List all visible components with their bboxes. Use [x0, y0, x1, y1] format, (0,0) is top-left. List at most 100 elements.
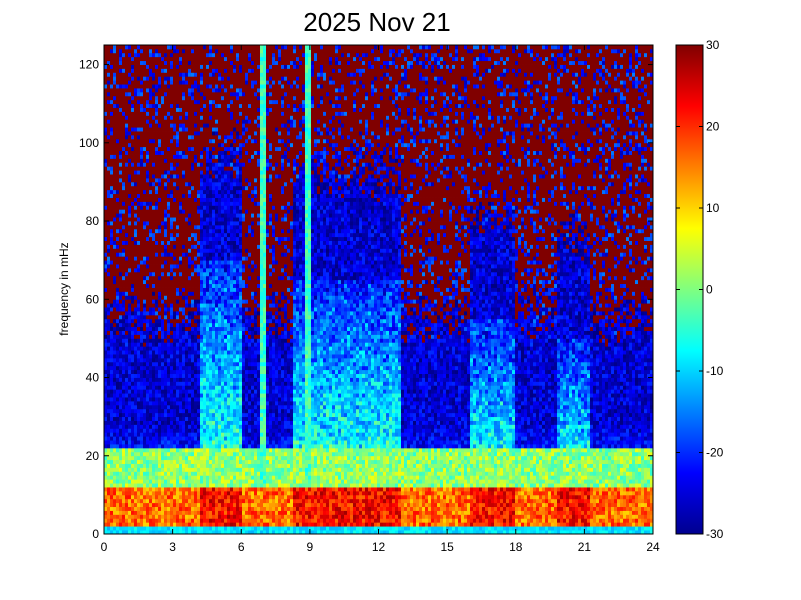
- heatmap-cell: [176, 494, 180, 500]
- heatmap-cell: [173, 393, 177, 398]
- heatmap-cell: [200, 303, 204, 308]
- heatmap-cell: [194, 138, 198, 144]
- heatmap-cell: [173, 119, 177, 124]
- heatmap-cell: [194, 291, 198, 296]
- heatmap-cell: [125, 373, 129, 378]
- heatmap-cell: [107, 158, 111, 163]
- heatmap-cell: [140, 158, 144, 163]
- heatmap-cell: [218, 174, 222, 179]
- heatmap-cell: [185, 213, 189, 218]
- heatmap-cell: [128, 287, 132, 292]
- heatmap-cell: [206, 404, 210, 410]
- heatmap-cell: [131, 479, 135, 484]
- heatmap-cell: [194, 240, 198, 245]
- heatmap-cell: [185, 260, 189, 265]
- heatmap-cell: [188, 530, 192, 535]
- heatmap-cell: [185, 444, 189, 449]
- heatmap-cell: [110, 275, 114, 281]
- heatmap-cell: [110, 95, 114, 101]
- heatmap-cell: [131, 451, 135, 457]
- heatmap-cell: [119, 252, 123, 257]
- heatmap-cell: [206, 303, 210, 308]
- heatmap-cell: [143, 463, 147, 468]
- heatmap-cell: [167, 127, 171, 132]
- heatmap-cell: [143, 498, 147, 504]
- heatmap-cell: [143, 487, 147, 492]
- heatmap-cell: [110, 338, 114, 343]
- heatmap-cell: [218, 357, 222, 363]
- heatmap-cell: [221, 463, 225, 468]
- heatmap-cell: [125, 142, 129, 148]
- heatmap-cell: [116, 354, 120, 359]
- heatmap-cell: [191, 463, 195, 468]
- heatmap-cell: [164, 283, 168, 288]
- heatmap-cell: [185, 150, 189, 155]
- heatmap-cell: [200, 307, 204, 312]
- heatmap-cell: [125, 385, 129, 390]
- heatmap-cell: [212, 311, 216, 316]
- heatmap-cell: [179, 424, 183, 429]
- heatmap-cell: [122, 424, 126, 429]
- heatmap-cell: [155, 373, 159, 378]
- heatmap-cell: [191, 420, 195, 425]
- heatmap-cell: [170, 228, 174, 234]
- heatmap-cell: [140, 271, 144, 277]
- heatmap-cell: [197, 111, 201, 116]
- heatmap-cell: [104, 451, 108, 457]
- heatmap-cell: [203, 174, 207, 179]
- heatmap-cell: [125, 248, 129, 253]
- heatmap-cell: [173, 447, 177, 453]
- heatmap-cell: [203, 354, 207, 359]
- heatmap-cell: [104, 279, 108, 285]
- heatmap-cell: [110, 420, 114, 425]
- heatmap-cell: [143, 252, 147, 257]
- heatmap-cell: [212, 346, 216, 351]
- heatmap-cell: [206, 393, 210, 398]
- heatmap-cell: [113, 346, 117, 351]
- heatmap-cell: [143, 45, 147, 50]
- heatmap-cell: [176, 181, 180, 187]
- heatmap-cell: [113, 502, 117, 508]
- heatmap-cell: [191, 295, 195, 300]
- heatmap-cell: [119, 338, 123, 343]
- heatmap-cell: [170, 530, 174, 535]
- heatmap-cell: [182, 68, 186, 73]
- heatmap-cell: [104, 346, 108, 351]
- heatmap-cell: [215, 498, 219, 504]
- heatmap-cell: [131, 424, 135, 429]
- heatmap-cell: [170, 64, 174, 69]
- heatmap-cell: [122, 154, 126, 159]
- heatmap-cell: [209, 68, 213, 73]
- heatmap-cell: [170, 170, 174, 175]
- heatmap-cell: [110, 494, 114, 500]
- heatmap-cell: [191, 373, 195, 378]
- heatmap-cell: [212, 436, 216, 441]
- heatmap-cell: [194, 397, 198, 402]
- heatmap-cell: [182, 189, 186, 195]
- heatmap-cell: [215, 236, 219, 241]
- heatmap-cell: [161, 201, 165, 206]
- heatmap-cell: [212, 400, 216, 406]
- heatmap-cell: [182, 56, 186, 62]
- heatmap-cell: [209, 467, 213, 472]
- heatmap-cell: [197, 467, 201, 472]
- heatmap-cell: [104, 271, 108, 277]
- heatmap-cell: [218, 287, 222, 292]
- heatmap-cell: [104, 166, 108, 171]
- heatmap-cell: [215, 283, 219, 288]
- heatmap-cell: [113, 303, 117, 308]
- heatmap-cell: [206, 342, 210, 347]
- heatmap-cell: [113, 131, 117, 136]
- heatmap-cell: [173, 412, 177, 418]
- heatmap-cell: [131, 334, 135, 339]
- heatmap-cell: [116, 303, 120, 308]
- heatmap-cell: [131, 107, 135, 112]
- heatmap-cell: [194, 420, 198, 425]
- heatmap-cell: [158, 354, 162, 359]
- heatmap-cell: [140, 322, 144, 328]
- heatmap-cell: [200, 154, 204, 159]
- heatmap-cell: [200, 385, 204, 390]
- heatmap-cell: [152, 338, 156, 343]
- heatmap-cell: [197, 279, 201, 285]
- heatmap-cell: [164, 463, 168, 468]
